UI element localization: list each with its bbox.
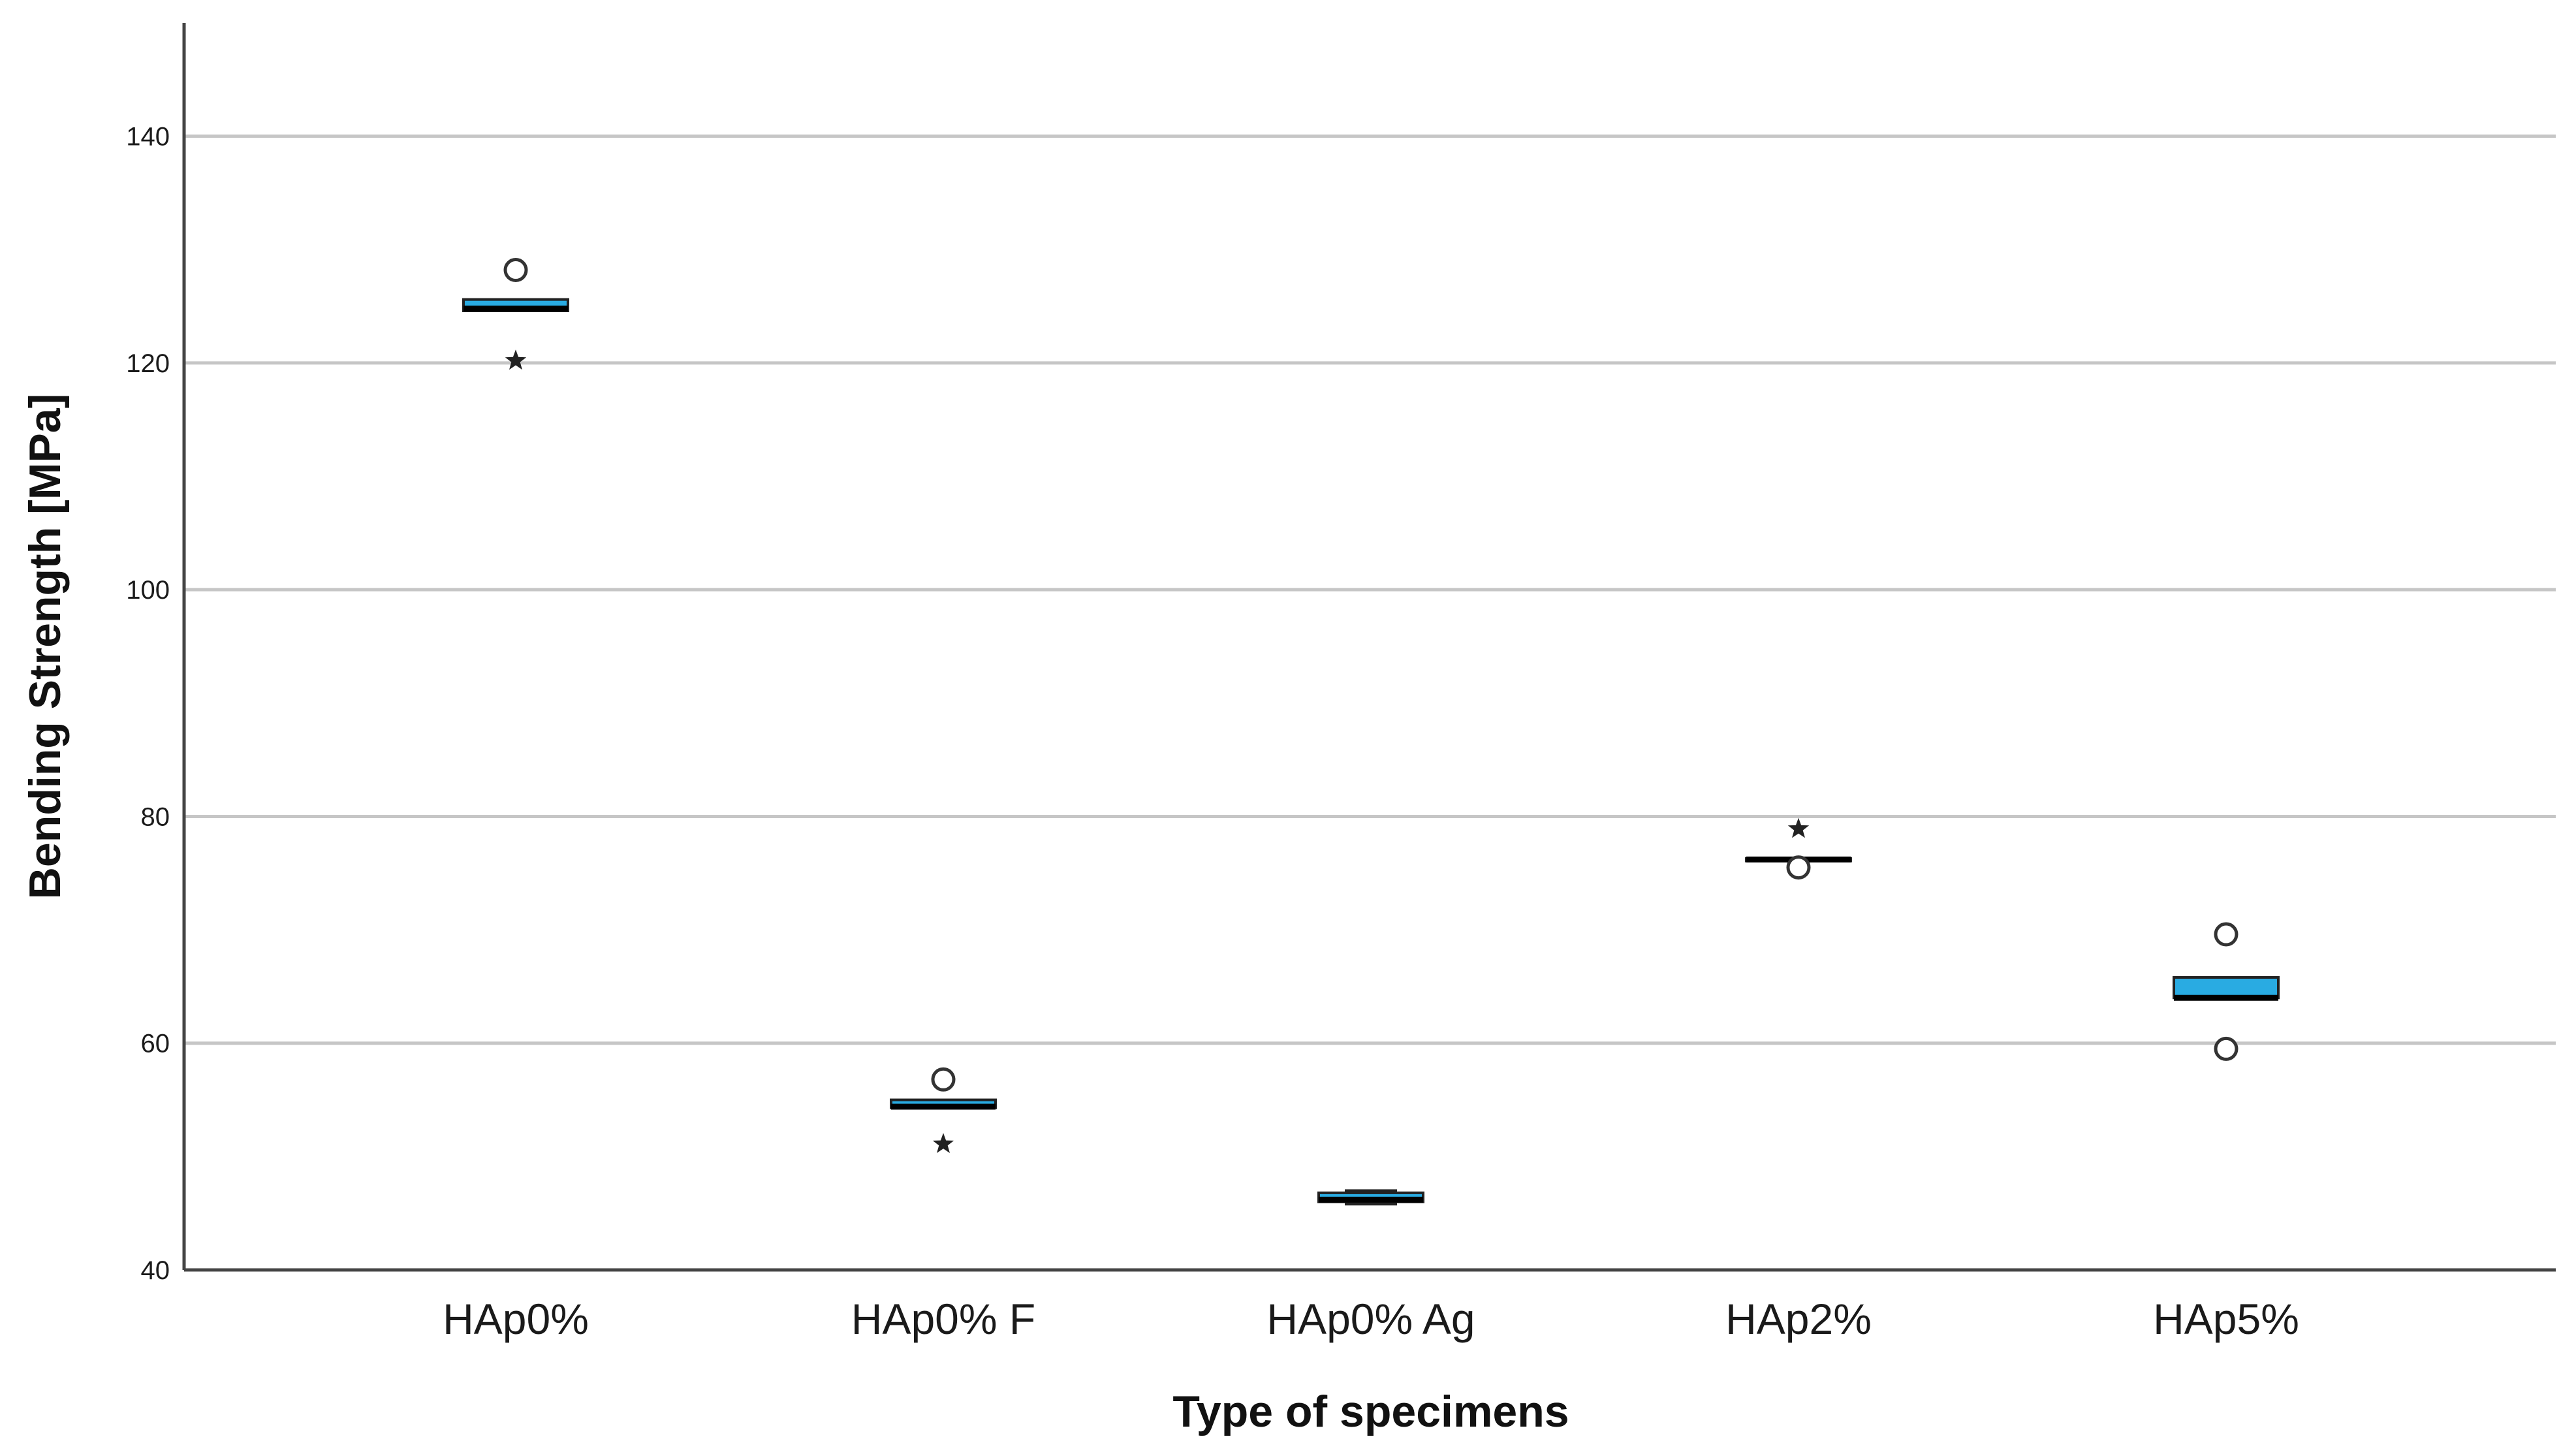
outlier-hap0-f-0 bbox=[931, 1067, 956, 1092]
axis-layer bbox=[182, 23, 2556, 1272]
box-layer bbox=[462, 258, 2280, 1206]
y-tick-label-140: 140 bbox=[126, 123, 170, 151]
outlier-hap0--0 bbox=[503, 258, 528, 283]
x-tick-label-hap5-: HAp5% bbox=[2153, 1295, 2299, 1343]
extreme-hap2--0 bbox=[1787, 817, 1810, 838]
outlier-hap5--1 bbox=[2214, 1036, 2238, 1061]
extreme-hap0--0 bbox=[505, 349, 527, 370]
label-layer: 40 60 80 100 120 140 HAp0% HAp0% F HAp0% Ag HAp2%… bbox=[126, 123, 2299, 1343]
extreme-hap0-f-0 bbox=[932, 1133, 954, 1153]
x-tick-label-hap2-: HAp2% bbox=[1725, 1295, 1872, 1343]
grid-layer bbox=[184, 135, 2556, 1045]
y-tick-label-40: 40 bbox=[141, 1256, 170, 1285]
outlier-hap5--0 bbox=[2214, 922, 2238, 947]
y-tick-label-120: 120 bbox=[126, 349, 170, 378]
x-axis-title: Type of specimens bbox=[1172, 1387, 1569, 1436]
y-tick-label-100: 100 bbox=[126, 576, 170, 605]
y-tick-label-60: 60 bbox=[141, 1030, 170, 1058]
y-axis-title: Bending Strength [MPa] bbox=[20, 394, 70, 899]
x-tick-label-hap0-ag: HAp0% Ag bbox=[1266, 1295, 1475, 1343]
outlier-hap2--0 bbox=[1786, 855, 1811, 880]
y-tick-label-80: 80 bbox=[141, 802, 170, 831]
x-tick-label-hap0-f: HAp0% F bbox=[851, 1295, 1035, 1343]
box-hap5- bbox=[2173, 976, 2280, 1000]
x-tick-label-hap0-: HAp0% bbox=[443, 1295, 589, 1343]
